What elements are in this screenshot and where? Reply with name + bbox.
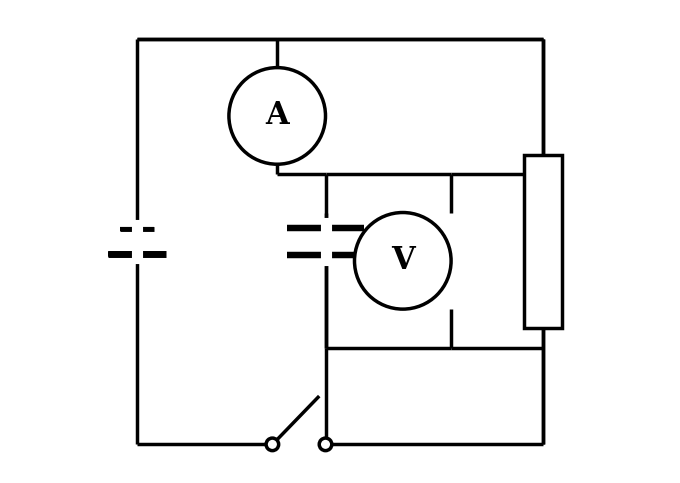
FancyBboxPatch shape: [524, 155, 562, 328]
Text: A: A: [265, 100, 289, 131]
Circle shape: [266, 438, 279, 451]
Circle shape: [354, 213, 451, 309]
Text: V: V: [391, 245, 415, 276]
Circle shape: [229, 68, 326, 164]
Circle shape: [319, 438, 332, 451]
